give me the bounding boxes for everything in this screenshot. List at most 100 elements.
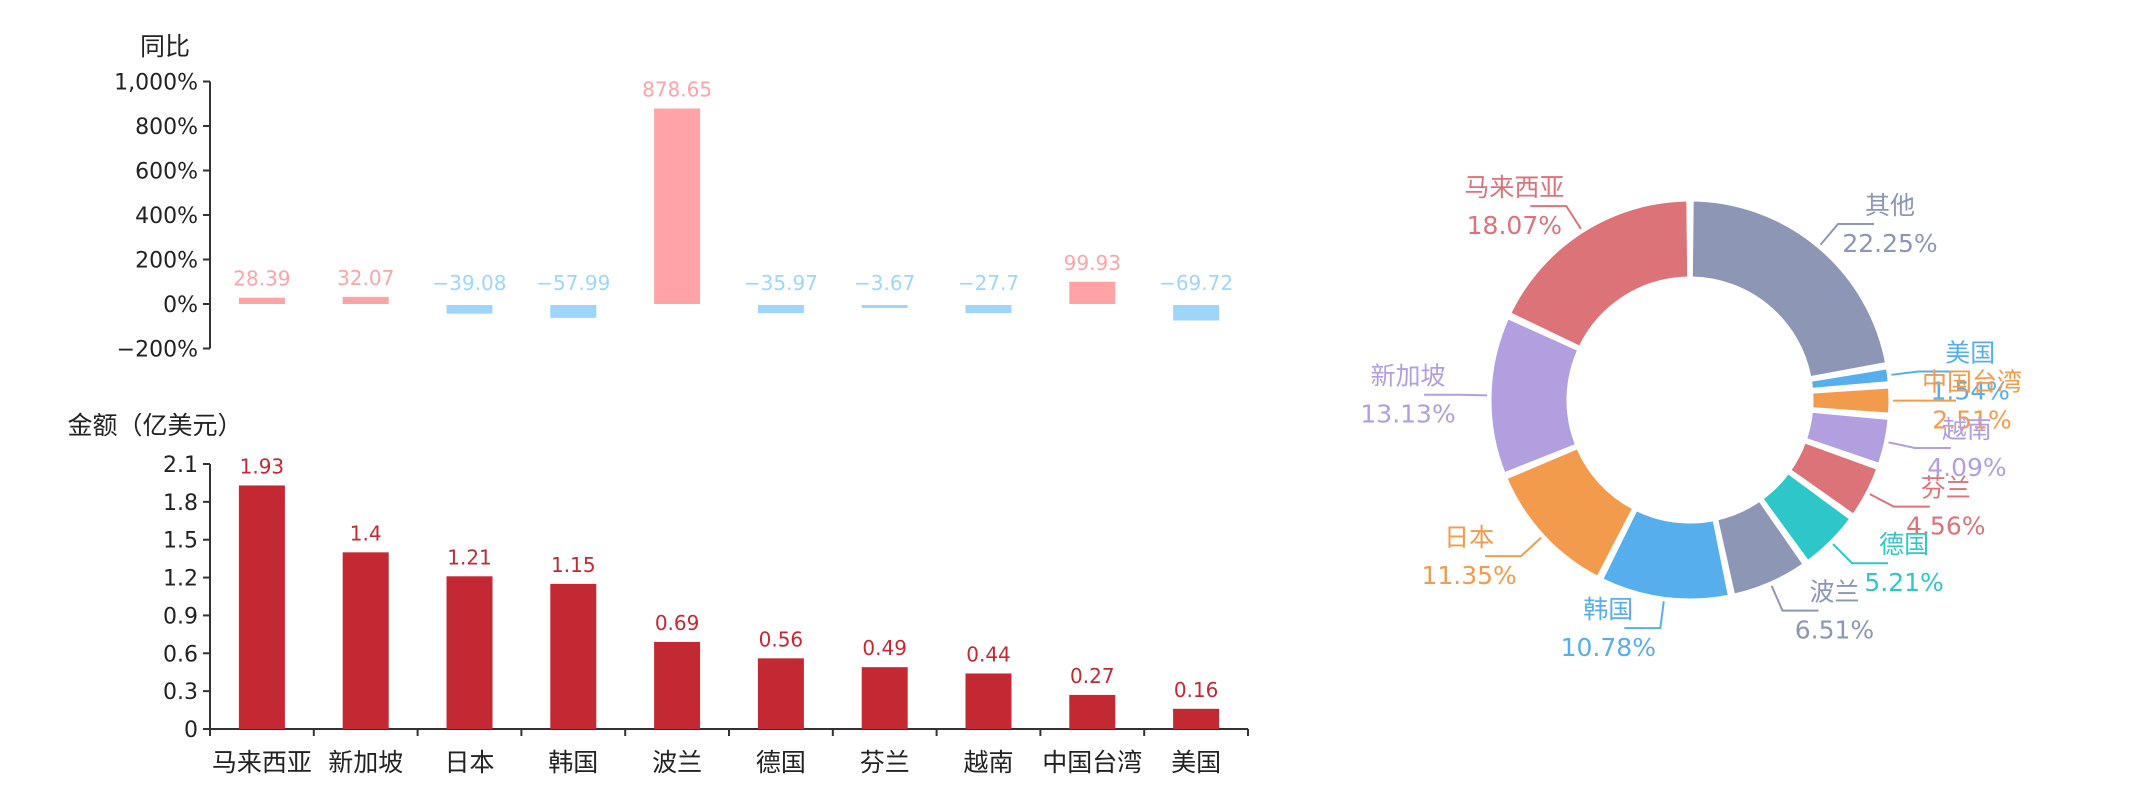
donut-slice-name: 中国台湾 — [1922, 368, 2022, 397]
yoy-bar — [446, 305, 493, 314]
bottom-y-tick-label: 0.3 — [163, 680, 198, 705]
donut-slice-percent: 2.51% — [1932, 406, 2011, 435]
yoy-value-label: 32.07 — [337, 266, 394, 290]
donut-slice-name: 美国 — [1945, 338, 1995, 367]
donut-slice-percent: 13.13% — [1360, 400, 1455, 429]
donut-slice-percent: 4.56% — [1906, 512, 1985, 541]
amount-value-label: 0.56 — [759, 627, 804, 651]
donut-slice-percent: 6.51% — [1795, 616, 1874, 645]
x-category-label: 德国 — [756, 748, 806, 777]
donut-leader-line — [1891, 370, 1955, 376]
donut-slice — [1759, 470, 1853, 564]
donut-leader-line — [1819, 222, 1874, 246]
amount-bar — [654, 641, 701, 729]
yoy-bar — [342, 296, 389, 304]
x-category-label: 马来西亚 — [212, 748, 312, 777]
yoy-value-label: 99.93 — [1064, 251, 1121, 275]
donut-slice-name: 新加坡 — [1371, 362, 1446, 391]
donut-slice-percent: 11.35% — [1421, 561, 1516, 590]
yoy-value-label: 878.65 — [642, 78, 712, 102]
donut-slice — [1599, 507, 1732, 602]
yoy-bar — [238, 297, 285, 304]
yoy-bar — [654, 108, 701, 305]
amount-bar — [550, 583, 597, 729]
donut-slice — [1808, 366, 1891, 392]
yoy-value-label: −3.67 — [854, 271, 915, 295]
amount-value-label: 1.15 — [551, 553, 596, 577]
amount-bar — [1173, 708, 1220, 729]
donut-slice — [1488, 315, 1581, 476]
top-y-tick-label: 800% — [135, 115, 198, 140]
amount-bar — [861, 667, 908, 729]
bottom-y-tick-label: 1.8 — [163, 491, 198, 516]
bottom-y-tick-label: 2.1 — [163, 453, 198, 478]
yoy-value-label: −39.08 — [432, 271, 506, 295]
top-y-tick-label: 600% — [135, 160, 198, 185]
donut-slice-name: 德国 — [1879, 530, 1929, 559]
x-category-label: 越南 — [963, 748, 1013, 777]
donut-slice-name: 日本 — [1444, 523, 1494, 552]
amount-bar — [757, 658, 804, 729]
donut-slice — [1803, 409, 1891, 467]
bottom-y-tick-label: 0.6 — [163, 642, 198, 667]
donut-slice-name: 波兰 — [1809, 578, 1859, 607]
donut-slice-name: 芬兰 — [1921, 474, 1971, 503]
amount-value-label: 0.44 — [966, 642, 1011, 666]
yoy-bar — [550, 305, 597, 318]
amount-bar — [446, 576, 493, 729]
yoy-bar — [1069, 281, 1116, 304]
yoy-bar — [1173, 305, 1220, 321]
x-category-label: 新加坡 — [328, 748, 403, 777]
donut-leader-line — [1888, 441, 1951, 449]
donut-slice — [1787, 439, 1880, 518]
amount-bar — [342, 552, 389, 729]
amount-value-label: 1.4 — [350, 521, 382, 545]
donut-slice-name: 马来西亚 — [1464, 173, 1564, 202]
amount-bar — [238, 485, 285, 729]
top-axis-title: 同比 — [140, 32, 190, 61]
top-y-tick-label: 0% — [163, 293, 198, 318]
donut-slice — [1507, 198, 1691, 350]
top-y-tick-label: 400% — [135, 204, 198, 229]
x-category-label: 芬兰 — [860, 748, 910, 777]
amount-bar — [1069, 694, 1116, 729]
donut-leader-line — [1424, 393, 1488, 397]
yoy-bar — [861, 305, 908, 308]
donut-slice-name: 越南 — [1942, 415, 1992, 444]
yoy-value-label: −57.99 — [536, 271, 610, 295]
bottom-y-tick-label: 0 — [184, 718, 198, 743]
yoy-value-label: −69.72 — [1159, 271, 1233, 295]
yoy-value-label: −35.97 — [744, 271, 818, 295]
x-category-label: 日本 — [444, 748, 494, 777]
yoy-bar — [965, 305, 1012, 313]
bottom-y-tick-label: 1.5 — [163, 529, 198, 554]
donut-slice — [1810, 385, 1892, 416]
donut-leader-line — [1832, 543, 1889, 565]
yoy-bar — [757, 305, 804, 314]
donut-slice-name: 其他 — [1865, 191, 1915, 220]
amount-value-label: 1.93 — [240, 454, 285, 478]
x-category-label: 波兰 — [652, 748, 702, 777]
amount-value-label: 0.69 — [655, 611, 700, 635]
amount-value-label: 0.27 — [1070, 664, 1115, 688]
x-category-label: 中国台湾 — [1042, 748, 1142, 777]
donut-leader-line — [1485, 537, 1542, 558]
x-category-label: 美国 — [1171, 748, 1221, 777]
bottom-axis-title: 金额（亿美元） — [67, 411, 242, 440]
donut-leader-line — [1624, 601, 1665, 630]
donut-slice-percent: 5.21% — [1864, 568, 1943, 597]
donut-slice-percent: 4.09% — [1927, 453, 2006, 482]
donut-slice-percent: 22.25% — [1842, 229, 1937, 258]
donut-slice-name: 韩国 — [1583, 595, 1633, 624]
yoy-value-label: −27.7 — [958, 271, 1019, 295]
top-y-tick-label: −200% — [117, 338, 198, 363]
x-category-label: 韩国 — [548, 748, 598, 777]
donut-slice-percent: 18.07% — [1467, 211, 1562, 240]
donut-slice — [1503, 445, 1636, 580]
bottom-y-tick-label: 0.9 — [163, 604, 198, 629]
donut-slice — [1714, 498, 1807, 597]
top-y-tick-label: 200% — [135, 249, 198, 274]
donut-slice-percent: 10.78% — [1561, 633, 1656, 662]
